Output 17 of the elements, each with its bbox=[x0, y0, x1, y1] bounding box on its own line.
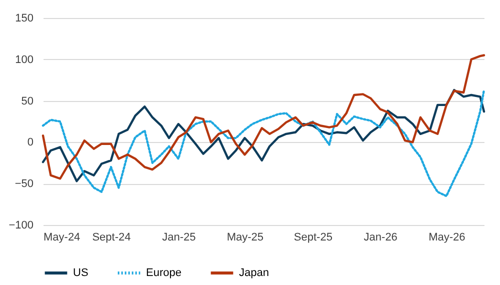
x-tick-label: May-25 bbox=[226, 232, 264, 244]
x-tick-label: Sept-24 bbox=[92, 232, 131, 244]
x-tick-label: May-24 bbox=[44, 232, 80, 244]
x-tick-label: Jan-25 bbox=[162, 232, 196, 244]
y-tick-label: 50 bbox=[21, 95, 34, 108]
y-tick-label: 0 bbox=[27, 136, 34, 149]
y-tick-label: 150 bbox=[15, 12, 34, 24]
y-tick-label: 100 bbox=[15, 54, 34, 66]
y-tick-label: −100 bbox=[8, 220, 34, 232]
line-series bbox=[42, 54, 486, 180]
legend-label: US bbox=[73, 267, 88, 279]
x-tick-label: May-26 bbox=[428, 232, 466, 244]
y-tick-label: −50 bbox=[14, 178, 34, 190]
x-tick-label: Sept-25 bbox=[294, 232, 332, 244]
x-tick-label: Jan-26 bbox=[364, 232, 398, 244]
legend-label: Europe bbox=[146, 267, 182, 279]
legend-label: Japan bbox=[239, 267, 269, 279]
